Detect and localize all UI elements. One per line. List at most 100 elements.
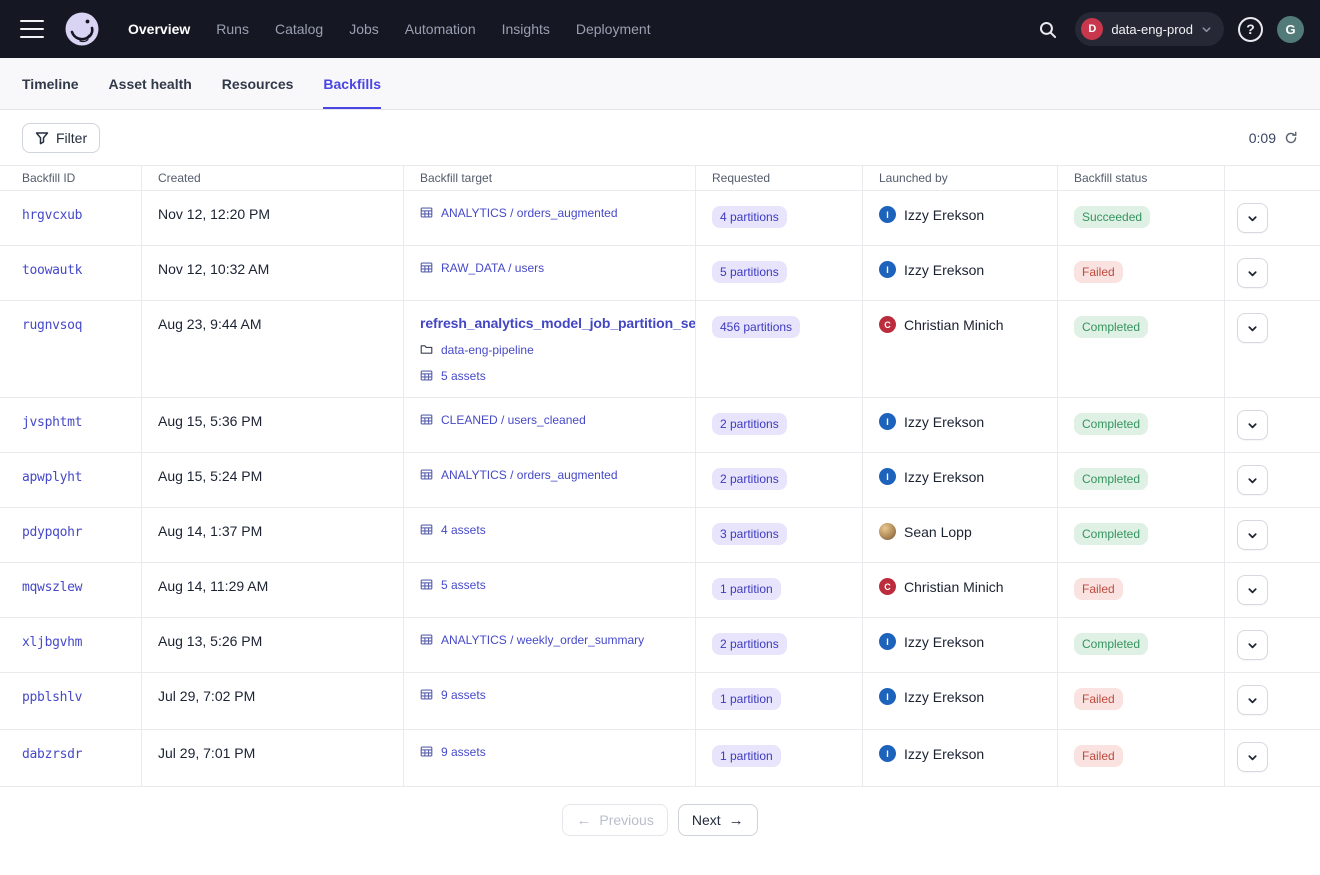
deployment-initial-badge: D xyxy=(1081,18,1103,40)
status-badge: Completed xyxy=(1074,413,1148,435)
nav-item-runs[interactable]: Runs xyxy=(216,21,249,37)
asset-count-link[interactable]: 5 assets xyxy=(441,370,486,382)
refresh-icon[interactable] xyxy=(1284,131,1298,145)
requested-badge: 3 partitions xyxy=(712,523,787,545)
user-avatar-icon: I xyxy=(879,745,896,762)
backfill-id-link[interactable]: toowautk xyxy=(22,263,82,278)
table-row: jvsphtmt Aug 15, 5:36 PM CLEANED / users… xyxy=(0,398,1320,453)
filter-button[interactable]: Filter xyxy=(22,123,100,153)
backfill-id-link[interactable]: dabzrsdr xyxy=(22,747,82,762)
created-timestamp: Aug 15, 5:36 PM xyxy=(158,413,262,429)
tab-backfills[interactable]: Backfills xyxy=(323,58,381,109)
status-badge: Completed xyxy=(1074,316,1148,338)
previous-page-label: Previous xyxy=(599,812,653,828)
status-badge: Failed xyxy=(1074,261,1123,283)
row-expand-button[interactable] xyxy=(1237,742,1268,772)
next-page-label: Next xyxy=(692,812,721,828)
launched-by-name: Sean Lopp xyxy=(904,524,972,540)
tab-timeline[interactable]: Timeline xyxy=(22,58,79,109)
column-header-requested: Requested xyxy=(696,166,863,191)
asset-table-icon xyxy=(420,261,433,274)
table-row: rugnvsoq Aug 23, 9:44 AM refresh_analyti… xyxy=(0,301,1320,398)
backfill-id-link[interactable]: apwplyht xyxy=(22,470,82,485)
nav-item-automation[interactable]: Automation xyxy=(405,21,476,37)
backfill-target-link[interactable]: ANALYTICS / orders_augmented xyxy=(441,207,618,219)
row-expand-button[interactable] xyxy=(1237,410,1268,440)
row-expand-button[interactable] xyxy=(1237,520,1268,550)
backfill-target-link[interactable]: ANALYTICS / orders_augmented xyxy=(441,469,618,481)
backfill-target-link[interactable]: CLEANED / users_cleaned xyxy=(441,414,586,426)
table-row: ppblshlv Jul 29, 7:02 PM 9 assets 1 part… xyxy=(0,673,1320,730)
created-timestamp: Aug 23, 9:44 AM xyxy=(158,316,262,332)
backfill-job-link[interactable]: refresh_analytics_model_job_partition_se… xyxy=(420,316,696,330)
user-avatar-icon: I xyxy=(879,261,896,278)
chevron-down-icon xyxy=(1247,268,1258,279)
asset-count-link[interactable]: 4 assets xyxy=(441,524,486,536)
table-row: pdypqohr Aug 14, 1:37 PM 4 assets 3 part… xyxy=(0,508,1320,563)
user-avatar[interactable]: G xyxy=(1277,16,1304,43)
asset-table-icon xyxy=(420,633,433,646)
row-expand-button[interactable] xyxy=(1237,630,1268,660)
menu-icon[interactable] xyxy=(20,20,44,38)
deployment-switcher[interactable]: D data-eng-prod xyxy=(1075,12,1224,46)
row-expand-button[interactable] xyxy=(1237,575,1268,605)
backfill-id-link[interactable]: rugnvsoq xyxy=(22,318,82,333)
search-icon[interactable] xyxy=(1033,15,1061,43)
row-expand-button[interactable] xyxy=(1237,465,1268,495)
chevron-down-icon xyxy=(1247,475,1258,486)
backfill-id-link[interactable]: hrgvcxub xyxy=(22,208,82,223)
table-header-row: Backfill ID Created Backfill target Requ… xyxy=(0,166,1320,191)
requested-badge: 456 partitions xyxy=(712,316,800,338)
asset-count-link[interactable]: 9 assets xyxy=(441,689,486,701)
status-badge: Succeeded xyxy=(1074,206,1150,228)
nav-item-deployment[interactable]: Deployment xyxy=(576,21,651,37)
filter-toolbar: Filter 0:09 xyxy=(0,110,1320,165)
backfill-id-link[interactable]: xljbgvhm xyxy=(22,635,82,650)
backfill-target-link[interactable]: RAW_DATA / users xyxy=(441,262,544,274)
previous-page-button[interactable]: ← Previous xyxy=(562,804,667,836)
chevron-down-icon xyxy=(1247,323,1258,334)
next-page-button[interactable]: Next → xyxy=(678,804,758,836)
created-timestamp: Jul 29, 7:02 PM xyxy=(158,688,255,704)
tab-resources[interactable]: Resources xyxy=(222,58,294,109)
arrow-right-icon: → xyxy=(729,813,744,828)
launched-by-name: Izzy Erekson xyxy=(904,414,984,430)
table-row: hrgvcxub Nov 12, 12:20 PM ANALYTICS / or… xyxy=(0,191,1320,246)
row-expand-button[interactable] xyxy=(1237,313,1268,343)
user-avatar-icon: C xyxy=(879,316,896,333)
backfill-id-link[interactable]: jvsphtmt xyxy=(22,415,82,430)
dagster-logo-icon[interactable] xyxy=(64,11,100,47)
nav-item-overview[interactable]: Overview xyxy=(128,21,190,37)
asset-count-link[interactable]: 9 assets xyxy=(441,746,486,758)
help-icon[interactable]: ? xyxy=(1238,17,1263,42)
nav-item-insights[interactable]: Insights xyxy=(502,21,550,37)
column-header-backfill-id: Backfill ID xyxy=(0,166,142,191)
launched-by-name: Christian Minich xyxy=(904,579,1004,595)
code-location-link[interactable]: data-eng-pipeline xyxy=(441,344,534,356)
asset-table-icon xyxy=(420,369,433,382)
nav-item-catalog[interactable]: Catalog xyxy=(275,21,323,37)
row-expand-button[interactable] xyxy=(1237,258,1268,288)
row-expand-button[interactable] xyxy=(1237,685,1268,715)
created-timestamp: Nov 12, 10:32 AM xyxy=(158,261,269,277)
nav-item-jobs[interactable]: Jobs xyxy=(349,21,379,37)
created-timestamp: Aug 13, 5:26 PM xyxy=(158,633,262,649)
asset-table-icon xyxy=(420,745,433,758)
backfill-target-link[interactable]: ANALYTICS / weekly_order_summary xyxy=(441,634,644,646)
requested-badge: 4 partitions xyxy=(712,206,787,228)
tab-asset-health[interactable]: Asset health xyxy=(109,58,192,109)
created-timestamp: Aug 15, 5:24 PM xyxy=(158,468,262,484)
top-nav: Overview Runs Catalog Jobs Automation In… xyxy=(0,0,1320,58)
asset-count-link[interactable]: 5 assets xyxy=(441,579,486,591)
backfill-id-link[interactable]: pdypqohr xyxy=(22,525,82,540)
launched-by-name: Izzy Erekson xyxy=(904,262,984,278)
backfill-id-link[interactable]: ppblshlv xyxy=(22,690,82,705)
backfill-id-link[interactable]: mqwszlew xyxy=(22,580,82,595)
primary-nav: Overview Runs Catalog Jobs Automation In… xyxy=(128,21,651,37)
table-row: mqwszlew Aug 14, 11:29 AM 5 assets 1 par… xyxy=(0,563,1320,618)
requested-badge: 5 partitions xyxy=(712,261,787,283)
column-header-created: Created xyxy=(142,166,404,191)
nav-right-controls: D data-eng-prod ? G xyxy=(1033,12,1304,46)
asset-table-icon xyxy=(420,206,433,219)
row-expand-button[interactable] xyxy=(1237,203,1268,233)
